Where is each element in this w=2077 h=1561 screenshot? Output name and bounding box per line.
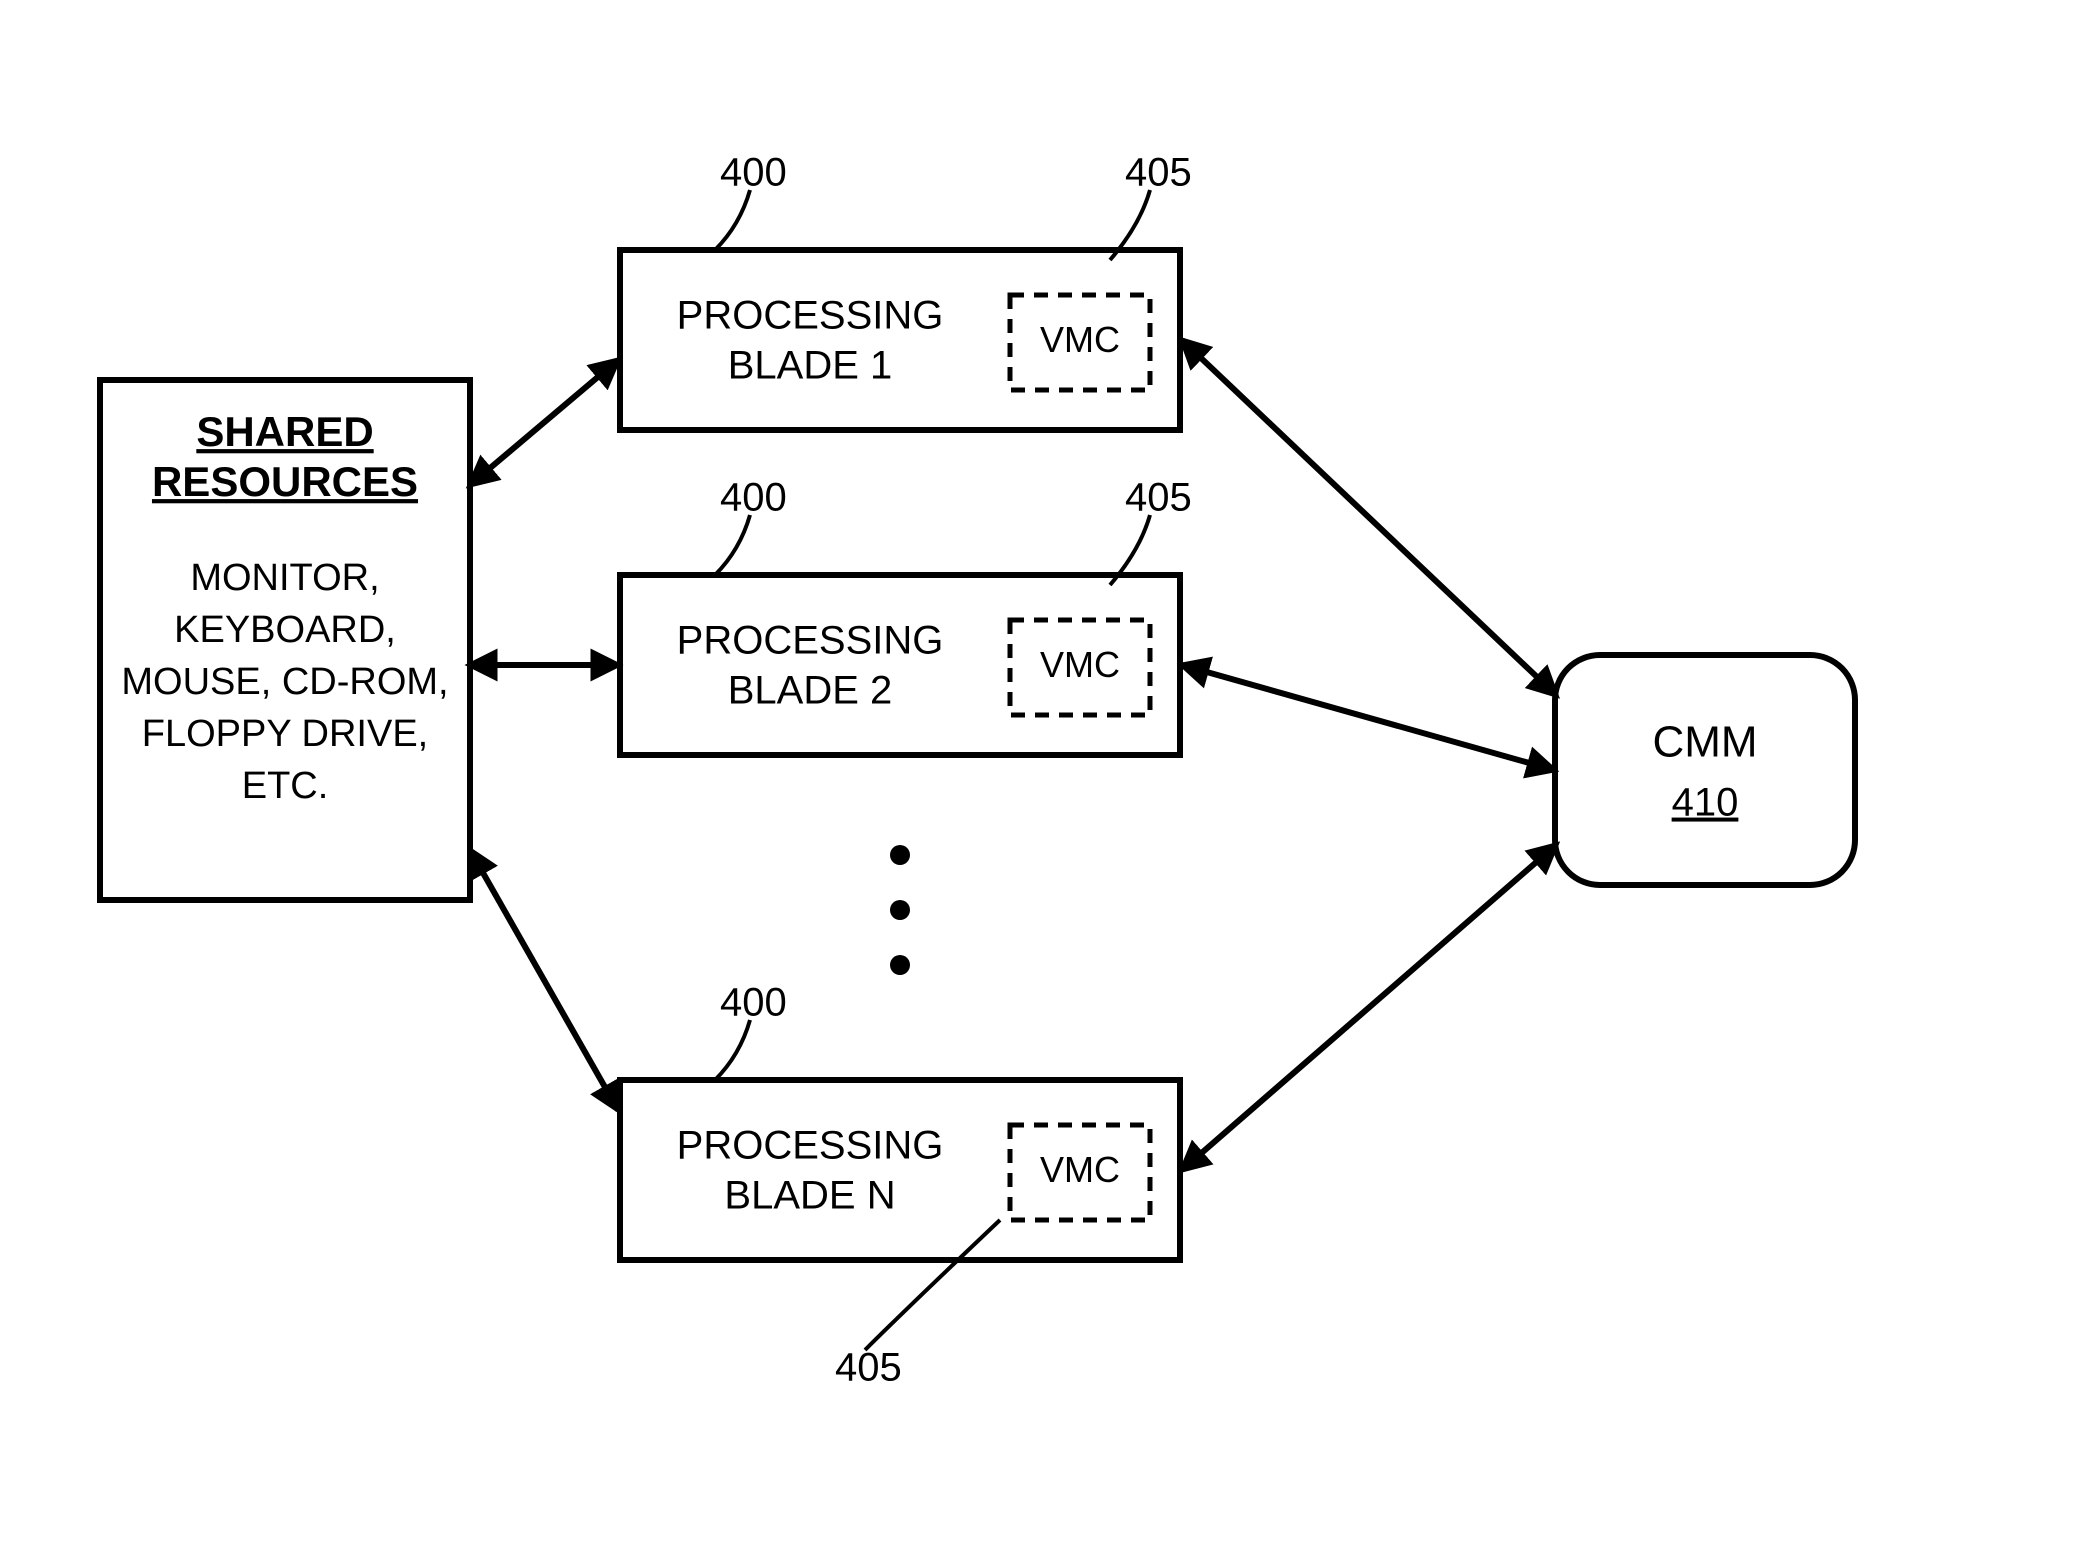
shared-resources-body-line: MONITOR,	[190, 557, 379, 599]
blade-label-l2: BLADE 1	[728, 344, 893, 388]
shared-resources-title-l1: SHARED	[196, 408, 373, 455]
vmc-label: VMC	[1040, 319, 1120, 360]
blade-label-l2: BLADE 2	[728, 669, 893, 713]
blade-ref-leader	[715, 190, 750, 250]
vmc-ref-leader	[865, 1220, 1000, 1350]
blade-ref-label: 400	[720, 151, 787, 195]
shared-resources-body-line: FLOPPY DRIVE,	[142, 713, 429, 755]
blade-ref-leader	[715, 515, 750, 575]
connector-shared-bladeN	[470, 850, 618, 1110]
cmm-id: 410	[1672, 781, 1739, 825]
shared-resources-title-l2: RESOURCES	[152, 458, 418, 505]
blade-label-l1: PROCESSING	[677, 619, 944, 663]
shared-resources-body-line: MOUSE, CD-ROM,	[121, 661, 448, 703]
connector-blade1-cmm	[1182, 340, 1556, 695]
blade-ref-leader	[715, 1020, 750, 1080]
vmc-ref-label: 405	[1125, 476, 1192, 520]
connector-bladeN-cmm	[1182, 845, 1556, 1170]
blade-ref-label: 400	[720, 476, 787, 520]
ellipsis-dot	[890, 845, 910, 865]
ellipsis-dot	[890, 955, 910, 975]
shared-resources-box: SHAREDRESOURCES MONITOR, KEYBOARD, MOUSE, C…	[100, 380, 470, 900]
processing-blade: 400 PROCESSING BLADE 1 405 VMC	[620, 151, 1192, 430]
vmc-label: VMC	[1040, 1149, 1120, 1190]
shared-resources-body-line: ETC.	[242, 765, 329, 807]
vmc-label: VMC	[1040, 644, 1120, 685]
shared-resources-body-line: KEYBOARD,	[174, 609, 396, 651]
connector-blade2-cmm	[1182, 665, 1554, 770]
blade-label-l1: PROCESSING	[677, 1124, 944, 1168]
vmc-ref-label: 405	[835, 1346, 902, 1390]
vmc-ref-label: 405	[1125, 151, 1192, 195]
cmm-box: CMM 410	[1555, 655, 1855, 885]
cmm-label: CMM	[1652, 718, 1757, 767]
blade-label-l1: PROCESSING	[677, 294, 944, 338]
blade-label-l2: BLADE N	[724, 1174, 895, 1218]
processing-blade: 400 PROCESSING BLADE N 405 VMC	[620, 981, 1180, 1390]
connector-shared-blade1	[470, 360, 618, 485]
blade-ref-label: 400	[720, 981, 787, 1025]
processing-blade: 400 PROCESSING BLADE 2 405 VMC	[620, 476, 1192, 755]
ellipsis-dot	[890, 900, 910, 920]
